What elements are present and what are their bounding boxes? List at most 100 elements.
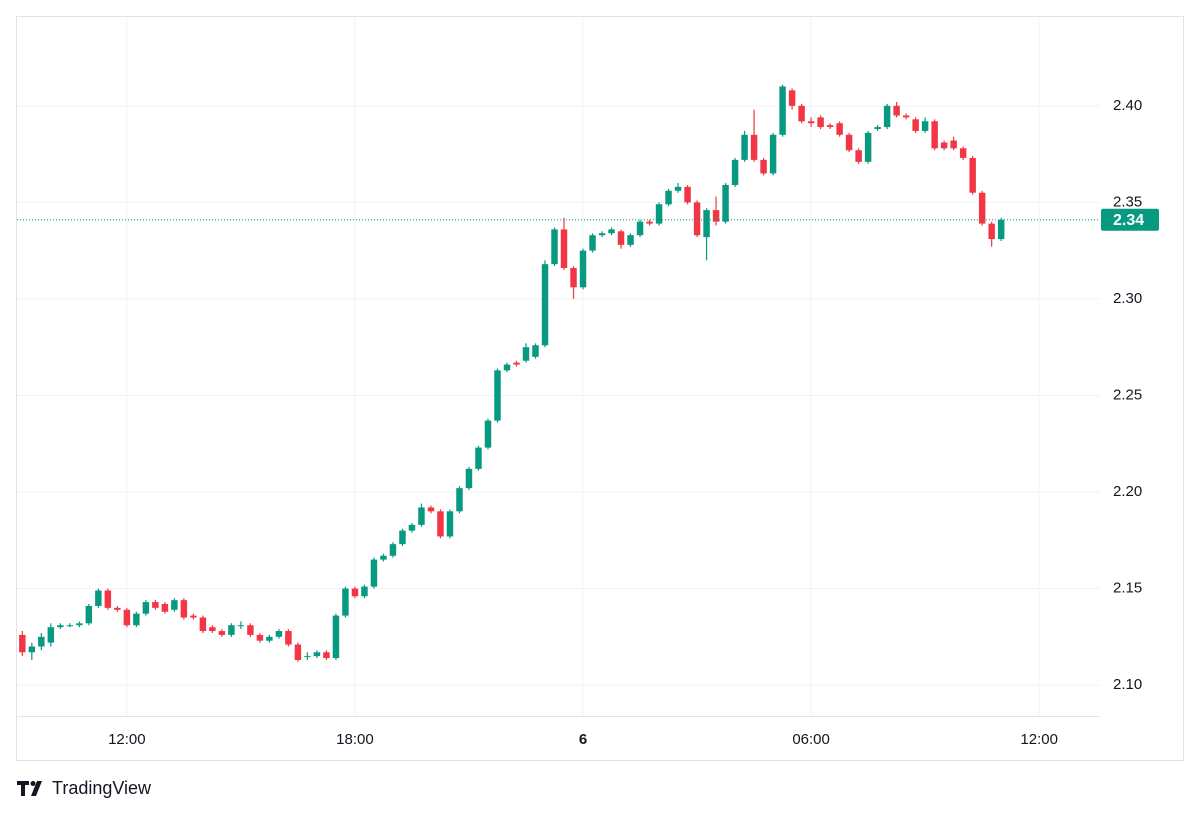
candle-body [560, 229, 568, 269]
candle-body [978, 192, 986, 224]
candle-body [741, 134, 748, 160]
x-tick-label: 12:00 [1020, 731, 1058, 748]
candle-body [750, 134, 758, 160]
candle-body [503, 364, 511, 371]
candle-body [399, 530, 406, 545]
x-tick-label: 12:00 [108, 731, 146, 748]
candle-body [313, 652, 321, 657]
candle-body [28, 646, 36, 653]
tradingview-logo: TradingView [17, 778, 152, 798]
candle-body [361, 586, 368, 597]
y-tick-label: 2.10 [1113, 676, 1142, 693]
candle-body [437, 511, 444, 537]
brand-name: TradingView [52, 778, 152, 798]
candle-body [304, 656, 311, 658]
candle-body [769, 134, 777, 174]
candle-body [456, 488, 463, 512]
candle-body [570, 268, 577, 288]
candle-body [788, 90, 796, 106]
candle-body [798, 105, 805, 122]
candle-body [152, 602, 159, 608]
candle-body [551, 229, 558, 265]
candle-body [893, 105, 900, 116]
candle-body [589, 235, 596, 251]
candle-body [712, 210, 720, 222]
candle-body [95, 590, 102, 606]
candle-body [940, 142, 948, 149]
candle-body [608, 229, 615, 234]
candle-body [323, 652, 330, 659]
candle-body [475, 447, 482, 469]
candle-body [190, 615, 197, 618]
candle-body [921, 121, 929, 131]
candle-body [247, 625, 254, 635]
candle-body [617, 231, 625, 245]
candle-body [731, 159, 739, 185]
candle-body [703, 210, 710, 238]
candle-body [38, 636, 45, 647]
candle-body [674, 186, 682, 191]
y-tick-label: 2.15 [1113, 580, 1142, 597]
grid [17, 17, 1100, 716]
candle-body [380, 555, 387, 560]
candle-body [541, 264, 549, 346]
candle-body [465, 468, 473, 489]
candle-body [969, 157, 976, 193]
candle-body [760, 159, 767, 174]
candle-body [579, 250, 587, 288]
candle-body [266, 636, 273, 641]
candle-body [446, 511, 454, 537]
candle-body [57, 625, 64, 628]
candle-body [342, 588, 349, 616]
candle-body [655, 204, 663, 224]
candle-body [332, 615, 340, 659]
candle-body [627, 235, 634, 245]
candle-body [817, 117, 824, 128]
candle-body [171, 600, 178, 610]
candle-body [836, 123, 843, 135]
candle-body [76, 623, 83, 626]
candle-body [855, 150, 862, 162]
candle-body [902, 115, 910, 118]
candle-body [722, 184, 729, 222]
candle-body [418, 507, 425, 525]
candle-body [997, 219, 1005, 240]
candle-body [845, 134, 853, 151]
candle-body [665, 190, 672, 205]
candle-body [522, 347, 530, 361]
candle-body [294, 644, 302, 661]
candle-body [47, 627, 55, 643]
y-tick-label: 2.30 [1113, 290, 1142, 307]
candle-body [684, 186, 691, 203]
candle-body [598, 233, 606, 236]
candle-body [123, 609, 131, 626]
candle-body [199, 617, 207, 632]
candle-body [218, 631, 226, 635]
candle-body [988, 223, 995, 240]
candle-body [693, 202, 701, 236]
candle-body [883, 105, 891, 128]
candle-body [209, 627, 216, 632]
candle-body [66, 625, 74, 627]
candle-body [494, 370, 501, 421]
candle-body [646, 221, 653, 224]
x-tick-label: 18:00 [336, 731, 374, 748]
x-tick-label: 06:00 [792, 731, 830, 748]
candle-body [427, 507, 435, 512]
candle-body [256, 634, 264, 641]
candle-body [285, 631, 292, 645]
candle-body [484, 420, 492, 448]
logo-mark [31, 781, 42, 796]
last-price-badge [1101, 208, 1159, 231]
candle-body [275, 631, 283, 637]
candle-body [161, 604, 169, 612]
candle-body [864, 132, 872, 162]
candle-body [408, 524, 416, 531]
candle-body [237, 625, 245, 627]
candle-body [513, 362, 520, 365]
y-tick-label: 2.20 [1113, 483, 1142, 500]
candle-body [104, 590, 112, 608]
candle-body [180, 600, 188, 618]
candle-body [142, 602, 150, 614]
